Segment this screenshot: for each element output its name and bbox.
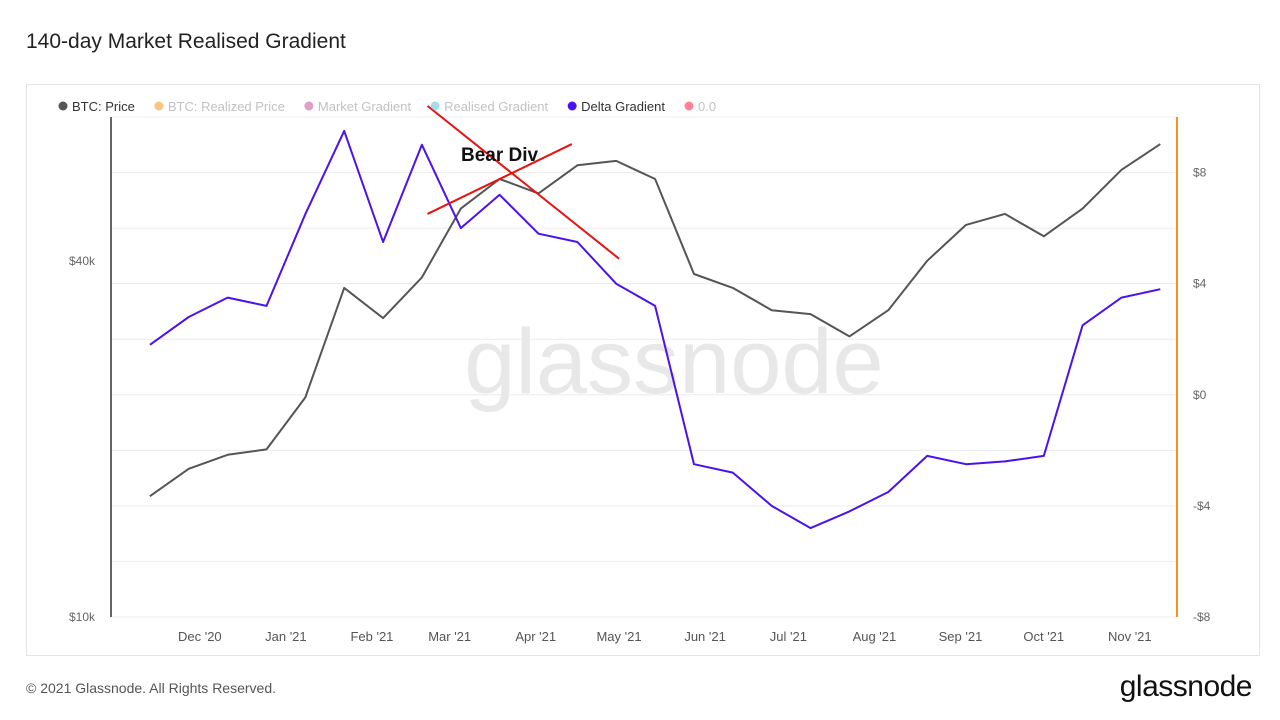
- legend: BTC: Price BTC: Realized Price Market Grad…: [58, 99, 716, 114]
- legend-marker: [684, 101, 694, 111]
- legend-label: BTC: Realized Price: [168, 99, 285, 114]
- x-tick-label: Oct '21: [1023, 629, 1064, 644]
- x-tick-label: Dec '20: [178, 629, 222, 644]
- btc-price-line: [149, 143, 1161, 498]
- x-tick-label: Sep '21: [939, 629, 983, 644]
- delta-gradient-line: [149, 129, 1161, 530]
- bear-div-trendline-price: [427, 143, 573, 215]
- chart-panel: glassnode $10k $40k $8 $4 $0 -$4 -$8 Dec '20 Jan …: [26, 84, 1260, 656]
- x-tick-label: Nov '21: [1108, 629, 1152, 644]
- y-right-tick-label: $4: [1193, 277, 1207, 291]
- y-right-tick-label: -$8: [1193, 610, 1211, 624]
- x-tick-label: Apr '21: [515, 629, 556, 644]
- bear-div-label: Bear Div: [461, 145, 539, 166]
- y-left-tick-label: $40k: [69, 254, 96, 268]
- x-tick-label: Jun '21: [684, 629, 726, 644]
- legend-label: BTC: Price: [72, 99, 135, 114]
- legend-marker: [567, 101, 577, 111]
- x-tick-label: Feb '21: [350, 629, 393, 644]
- legend-label: 0.0: [698, 99, 716, 114]
- legend-label: Realised Gradient: [444, 99, 548, 114]
- copyright-text: © 2021 Glassnode. All Rights Reserved.: [26, 680, 277, 696]
- y-left-tick-label: $10k: [69, 610, 96, 624]
- grid-lines: [111, 116, 1177, 618]
- legend-marker: [430, 101, 440, 111]
- legend-marker: [304, 101, 314, 111]
- legend-marker: [154, 101, 164, 111]
- chart-svg: glassnode $10k $40k $8 $4 $0 -$4 -$8 Dec '20 Jan …: [58, 99, 1211, 644]
- x-tick-label: Aug '21: [853, 629, 897, 644]
- page-title: 140-day Market Realised Gradient: [26, 30, 346, 53]
- x-tick-label: May '21: [596, 629, 641, 644]
- x-tick-label: Mar '21: [428, 629, 471, 644]
- brand-logo: glassnode: [1119, 670, 1253, 703]
- y-right-tick-label: $8: [1193, 166, 1207, 180]
- y-right-tick-label: $0: [1193, 388, 1207, 402]
- legend-marker: [58, 101, 68, 111]
- x-tick-label: Jul '21: [770, 629, 807, 644]
- watermark-text: glassnode: [464, 311, 883, 413]
- legend-label: Delta Gradient: [581, 99, 665, 114]
- y-right-tick-label: -$4: [1193, 499, 1211, 513]
- x-tick-label: Jan '21: [265, 629, 307, 644]
- bear-div-trendline-gradient: [426, 105, 620, 260]
- legend-label: Market Gradient: [318, 99, 412, 114]
